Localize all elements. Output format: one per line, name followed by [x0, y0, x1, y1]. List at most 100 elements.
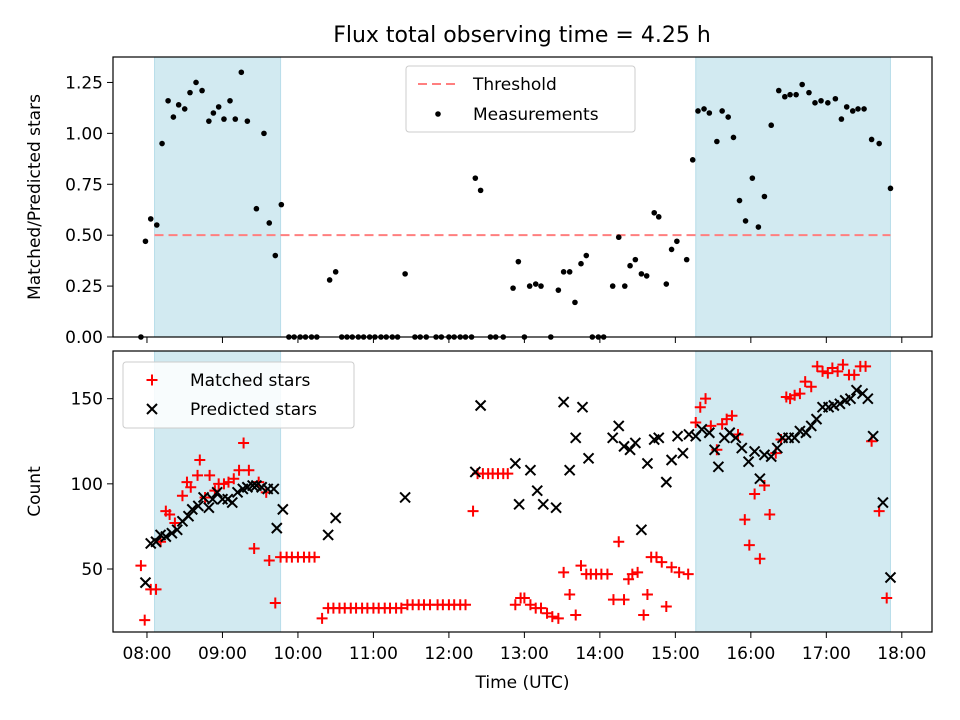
legend-bottom: Matched stars Predicted stars — [122, 361, 355, 429]
measurement-point — [159, 140, 165, 147]
matched-star-point — [641, 589, 653, 601]
measurement-point — [142, 238, 149, 245]
matched-star-point — [739, 514, 751, 526]
x-tick-label: 17:00 — [802, 644, 851, 664]
predicted-star-point — [884, 571, 897, 584]
matched-star-point — [607, 594, 619, 606]
legend-matched-label: Matched stars — [190, 371, 310, 391]
predicted-star-point — [877, 496, 889, 509]
x-tick-label: 10:00 — [273, 644, 322, 664]
matched-star-point — [135, 560, 147, 572]
measurement-point — [578, 260, 584, 267]
measurement-point — [683, 256, 690, 263]
measurement-point — [799, 81, 805, 88]
matched-star-point — [238, 437, 250, 449]
matched-star-point — [199, 491, 211, 503]
matched-star-point — [638, 609, 650, 621]
predicted-star-point — [771, 442, 783, 454]
matched-star-point — [705, 420, 717, 432]
matched-star-point — [660, 600, 672, 612]
matched-star-point — [832, 365, 844, 377]
measurement-point — [768, 122, 775, 129]
measurement-point — [402, 271, 408, 277]
measurement-point — [714, 138, 720, 145]
top-panel-ratio-plot: 0.00 0.25 0.50 0.75 1.00 1.25 Matched/Predicte… — [25, 56, 933, 348]
matched-star-point — [460, 599, 472, 611]
measurement-point — [812, 100, 818, 106]
measurement-point — [832, 95, 839, 102]
plot-frame — [112, 350, 933, 633]
measurement-point — [695, 108, 701, 114]
y-tick-label: 100 — [71, 475, 103, 495]
series-predicted-stars — [139, 384, 897, 589]
predicted-star-point — [736, 442, 748, 454]
predicted-star-point — [867, 430, 879, 442]
predicted-star-point — [696, 423, 708, 436]
y-tick-label: 1.25 — [65, 73, 103, 93]
predicted-star-point — [474, 399, 487, 412]
predicted-star-point — [277, 503, 289, 516]
predicted-star-point — [399, 491, 411, 504]
predicted-star-point — [231, 486, 244, 499]
y-tick-label: 150 — [71, 390, 103, 410]
measurement-point — [674, 238, 680, 245]
x-tick-label: 12:00 — [424, 644, 473, 664]
matched-star-point — [794, 388, 806, 400]
predicted-star-point — [618, 440, 630, 453]
matched-star-point — [650, 551, 662, 563]
predicted-star-point — [182, 510, 195, 522]
matched-star-point — [558, 566, 570, 578]
matched-star-point — [248, 543, 260, 555]
matched-star-point — [269, 597, 281, 609]
measurement-point — [210, 110, 217, 116]
predicted-star-point — [788, 432, 801, 444]
matched-star-point — [150, 583, 162, 595]
legend-threshold-label: Threshold — [472, 75, 557, 95]
predicted-star-point — [226, 496, 238, 509]
measurement-point — [755, 224, 762, 230]
matched-star-point — [564, 589, 576, 601]
x-tick-label: 16:00 — [726, 644, 775, 664]
measurement-point — [193, 79, 199, 86]
matched-star-point — [546, 611, 558, 623]
matched-star-point — [570, 609, 582, 621]
predicted-star-point — [531, 484, 543, 497]
predicted-star-point — [800, 427, 812, 439]
predicted-star-point — [765, 450, 777, 463]
measurement-point — [689, 157, 696, 163]
predicted-star-point — [192, 500, 205, 512]
y-tick-label: 0.50 — [65, 226, 103, 246]
predicted-star-point — [624, 444, 636, 456]
matched-star-point — [263, 554, 275, 566]
predicted-star-point — [844, 392, 857, 405]
measurement-point — [261, 130, 267, 137]
shaded-span-1 — [154, 56, 282, 338]
measurement-point — [825, 100, 831, 106]
measurement-point — [663, 281, 670, 287]
predicted-star-point — [524, 464, 537, 476]
measurement-point — [170, 114, 177, 120]
measurement-point — [332, 269, 339, 275]
matched-star-point — [726, 410, 738, 422]
measurement-point — [843, 104, 850, 110]
measurement-point — [787, 91, 793, 98]
predicted-star-point — [641, 457, 654, 470]
measurement-point — [266, 220, 273, 226]
y-tick-label: 1.00 — [65, 124, 103, 144]
x-tick-label: 11:00 — [349, 644, 398, 664]
matched-star-point — [502, 468, 514, 480]
predicted-star-point — [537, 498, 549, 510]
predicted-star-point — [730, 432, 742, 444]
matched-star-point — [749, 488, 761, 500]
predicted-star-point — [582, 452, 595, 464]
matched-star-point — [799, 376, 811, 388]
matched-star-point — [164, 508, 176, 520]
predicted-star-point — [754, 473, 766, 485]
measurement-point — [538, 283, 544, 289]
measurement-point — [655, 214, 662, 220]
x-tick-label: 14:00 — [575, 644, 624, 664]
measurement-point — [165, 97, 171, 104]
legend-box — [405, 65, 636, 133]
matched-star-point — [666, 561, 678, 573]
